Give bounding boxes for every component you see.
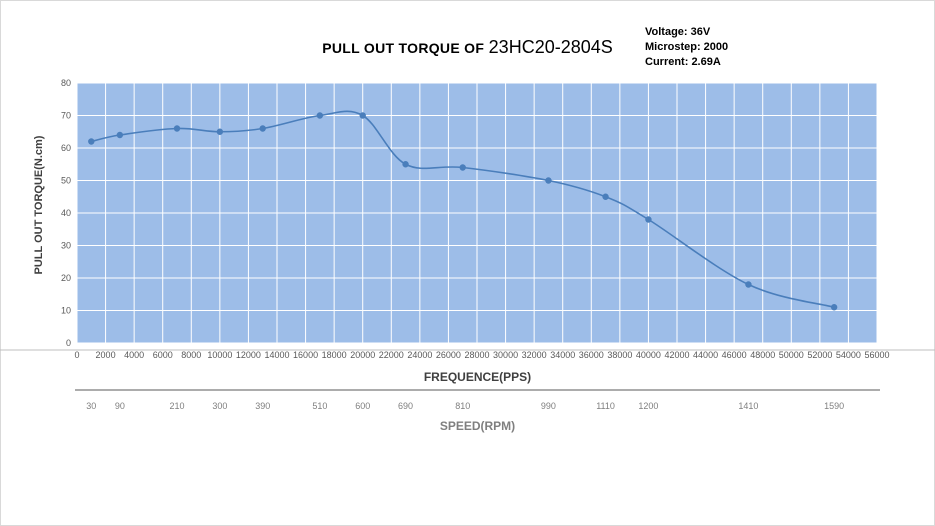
y-tick-label: 10 — [61, 306, 71, 316]
speed-tick-label: 90 — [115, 401, 125, 411]
x-tick-label: 2000 — [96, 350, 116, 360]
x-tick-label: 32000 — [522, 350, 547, 360]
x-tick-label: 16000 — [293, 350, 318, 360]
y-tick-label: 0 — [66, 338, 71, 348]
speed-tick-label: 30 — [86, 401, 96, 411]
chart-title-prefix: PULL OUT TORQUE OF — [322, 40, 485, 56]
x-tick-label: 48000 — [750, 350, 775, 360]
data-point — [116, 131, 124, 139]
x-tick-label: 22000 — [379, 350, 404, 360]
x-axis-label: FREQUENCE(PPS) — [423, 370, 532, 384]
data-point — [545, 177, 552, 184]
x-tick-label: 30000 — [493, 350, 518, 360]
data-point — [88, 138, 95, 145]
y-tick-label: 70 — [61, 111, 71, 121]
data-point — [173, 125, 181, 132]
param-microstep: Microstep: 2000 — [645, 41, 729, 53]
speed-tick-label: 990 — [541, 401, 556, 411]
data-point — [216, 128, 224, 135]
speed-tick-label: 300 — [212, 401, 227, 411]
x-tick-label: 50000 — [779, 350, 804, 360]
speed-tick-label: 1410 — [738, 401, 758, 411]
param-voltage: Voltage: 36V — [645, 26, 711, 38]
x-tick-label: 26000 — [436, 350, 461, 360]
x-tick-label: 52000 — [807, 350, 832, 360]
x-tick-label: 56000 — [864, 350, 889, 360]
x-tick-label: 8000 — [181, 350, 201, 360]
data-point — [259, 125, 266, 132]
y-tick-label: 30 — [61, 241, 71, 251]
x-tick-label: 54000 — [836, 350, 861, 360]
x-tick-label: 40000 — [636, 350, 661, 360]
x-tick-label: 6000 — [153, 350, 173, 360]
speed-tick-label: 690 — [398, 401, 413, 411]
series-line — [91, 110, 835, 309]
x-tick-label: 44000 — [693, 350, 718, 360]
data-point — [316, 112, 324, 119]
chart-title: PULL OUT TORQUE OF 23HC20-2804S — [0, 37, 935, 58]
speed-tick-label: 390 — [255, 401, 270, 411]
x-tick-label: 20000 — [350, 350, 375, 360]
data-point — [459, 164, 466, 171]
param-current: Current: 2.69A — [645, 56, 721, 68]
y-tick-label: 60 — [61, 143, 71, 153]
x-tick-label: 14000 — [264, 350, 289, 360]
speed-tick-label: 1590 — [824, 401, 844, 411]
x-tick-label: 28000 — [464, 350, 489, 360]
speed-tick-label: 1200 — [638, 401, 658, 411]
speed-tick-label: 1110 — [596, 401, 615, 411]
y-tick-label: 40 — [61, 208, 71, 218]
data-point — [359, 112, 366, 119]
data-point — [645, 216, 652, 223]
y-tick-label: 20 — [61, 273, 71, 283]
data-point — [745, 281, 752, 288]
x-tick-label: 24000 — [407, 350, 432, 360]
speed-tick-label: 510 — [312, 401, 327, 411]
x-tick-label: 4000 — [124, 350, 144, 360]
x-tick-label: 36000 — [579, 350, 604, 360]
y-tick-label: 50 — [61, 176, 71, 186]
test-parameters: Voltage: 36V Microstep: 2000 Current: 2.… — [645, 25, 728, 70]
x-tick-label: 12000 — [236, 350, 261, 360]
data-point — [602, 193, 609, 200]
x-tick-label: 10000 — [207, 350, 232, 360]
x-tick-label: 46000 — [722, 350, 747, 360]
speed-axis-label: SPEED(RPM) — [439, 419, 516, 433]
x-tick-label: 0 — [74, 350, 79, 360]
x-tick-label: 34000 — [550, 350, 575, 360]
y-tick-label: 80 — [61, 78, 71, 88]
speed-tick-label: 810 — [455, 401, 470, 411]
speed-tick-label: 600 — [355, 401, 370, 411]
data-point — [830, 304, 838, 311]
x-tick-label: 38000 — [607, 350, 632, 360]
data-point — [402, 161, 409, 168]
speed-tick-label: 210 — [169, 401, 184, 411]
x-tick-label: 42000 — [664, 350, 689, 360]
chart-title-model: 23HC20-2804S — [488, 37, 613, 57]
x-tick-label: 18000 — [322, 350, 347, 360]
